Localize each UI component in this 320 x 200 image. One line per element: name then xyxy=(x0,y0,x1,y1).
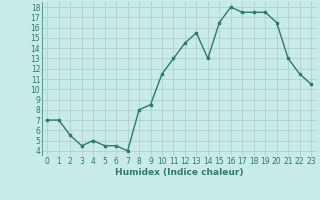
X-axis label: Humidex (Indice chaleur): Humidex (Indice chaleur) xyxy=(115,168,244,177)
